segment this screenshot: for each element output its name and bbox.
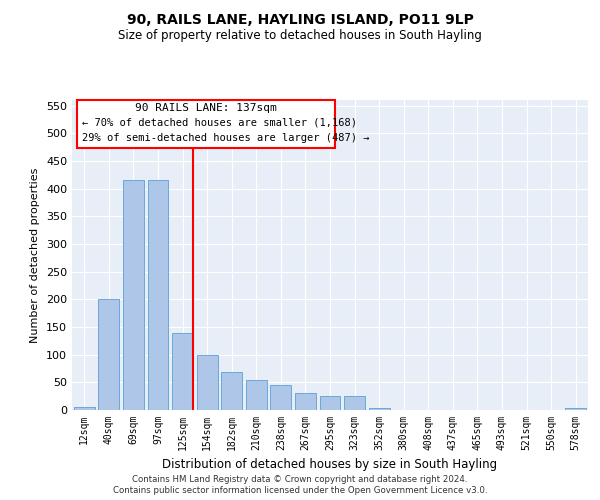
Text: 29% of semi-detached houses are larger (487) →: 29% of semi-detached houses are larger (…: [82, 132, 370, 142]
Bar: [172, 332, 193, 410]
Text: ← 70% of detached houses are smaller (1,168): ← 70% of detached houses are smaller (1,…: [82, 117, 358, 127]
Bar: [123, 180, 144, 410]
Bar: [295, 394, 316, 410]
Bar: [197, 354, 218, 410]
Bar: [221, 372, 242, 410]
Bar: [98, 300, 119, 410]
Bar: [74, 407, 95, 410]
Bar: [344, 396, 365, 410]
Text: Size of property relative to detached houses in South Hayling: Size of property relative to detached ho…: [118, 29, 482, 42]
Bar: [565, 408, 586, 410]
Bar: [246, 380, 267, 410]
Y-axis label: Number of detached properties: Number of detached properties: [31, 168, 40, 342]
Bar: [271, 385, 292, 410]
Text: Contains public sector information licensed under the Open Government Licence v3: Contains public sector information licen…: [113, 486, 487, 495]
Text: 90, RAILS LANE, HAYLING ISLAND, PO11 9LP: 90, RAILS LANE, HAYLING ISLAND, PO11 9LP: [127, 12, 473, 26]
Text: 90 RAILS LANE: 137sqm: 90 RAILS LANE: 137sqm: [135, 103, 277, 113]
X-axis label: Distribution of detached houses by size in South Hayling: Distribution of detached houses by size …: [163, 458, 497, 471]
Bar: [368, 408, 389, 410]
FancyBboxPatch shape: [77, 100, 335, 148]
Text: Contains HM Land Registry data © Crown copyright and database right 2024.: Contains HM Land Registry data © Crown c…: [132, 475, 468, 484]
Bar: [148, 180, 169, 410]
Bar: [320, 396, 340, 410]
